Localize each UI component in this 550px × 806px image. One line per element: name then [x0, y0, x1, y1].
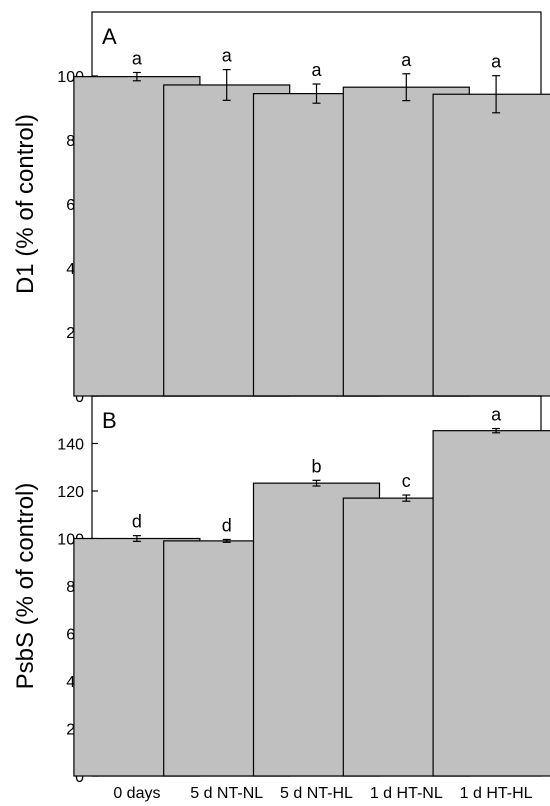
significance-letter: a	[311, 60, 322, 80]
significance-letter: d	[222, 515, 232, 535]
x-tick-label: 1 d HT-HL	[460, 785, 533, 802]
significance-letter: a	[222, 46, 233, 66]
significance-letter: c	[402, 471, 411, 491]
significance-letter: a	[132, 48, 143, 68]
panel-letter: B	[102, 408, 117, 433]
x-tick-label: 5 d NT-NL	[190, 785, 263, 802]
panel-b: B020406080100120140PsbS (% of control)dd…	[12, 395, 550, 786]
x-tick-label: 1 d HT-NL	[370, 785, 443, 802]
y-tick-label: 0	[75, 769, 84, 786]
panel-letter: A	[102, 24, 117, 49]
significance-letter: d	[132, 512, 142, 532]
significance-letter: a	[491, 405, 502, 425]
y-tick-label: 140	[57, 437, 84, 454]
x-tick-label: 0 days	[113, 785, 160, 802]
y-tick-label: 0	[75, 389, 84, 406]
significance-letter: b	[311, 456, 321, 476]
y-axis-label: D1 (% of control)	[12, 114, 39, 294]
x-tick-label: 5 d NT-HL	[280, 785, 353, 802]
y-tick-label: 120	[57, 484, 84, 501]
bar	[432, 430, 550, 777]
y-axis-label: PsbS (% of control)	[12, 483, 39, 690]
category-axis: 0 days 5 d NT-NL 5 d NT-HL 1 d HT-NL 1 d HT-…	[113, 785, 532, 802]
significance-letter: a	[491, 52, 502, 72]
bar	[432, 93, 550, 397]
significance-letter: a	[401, 50, 412, 70]
